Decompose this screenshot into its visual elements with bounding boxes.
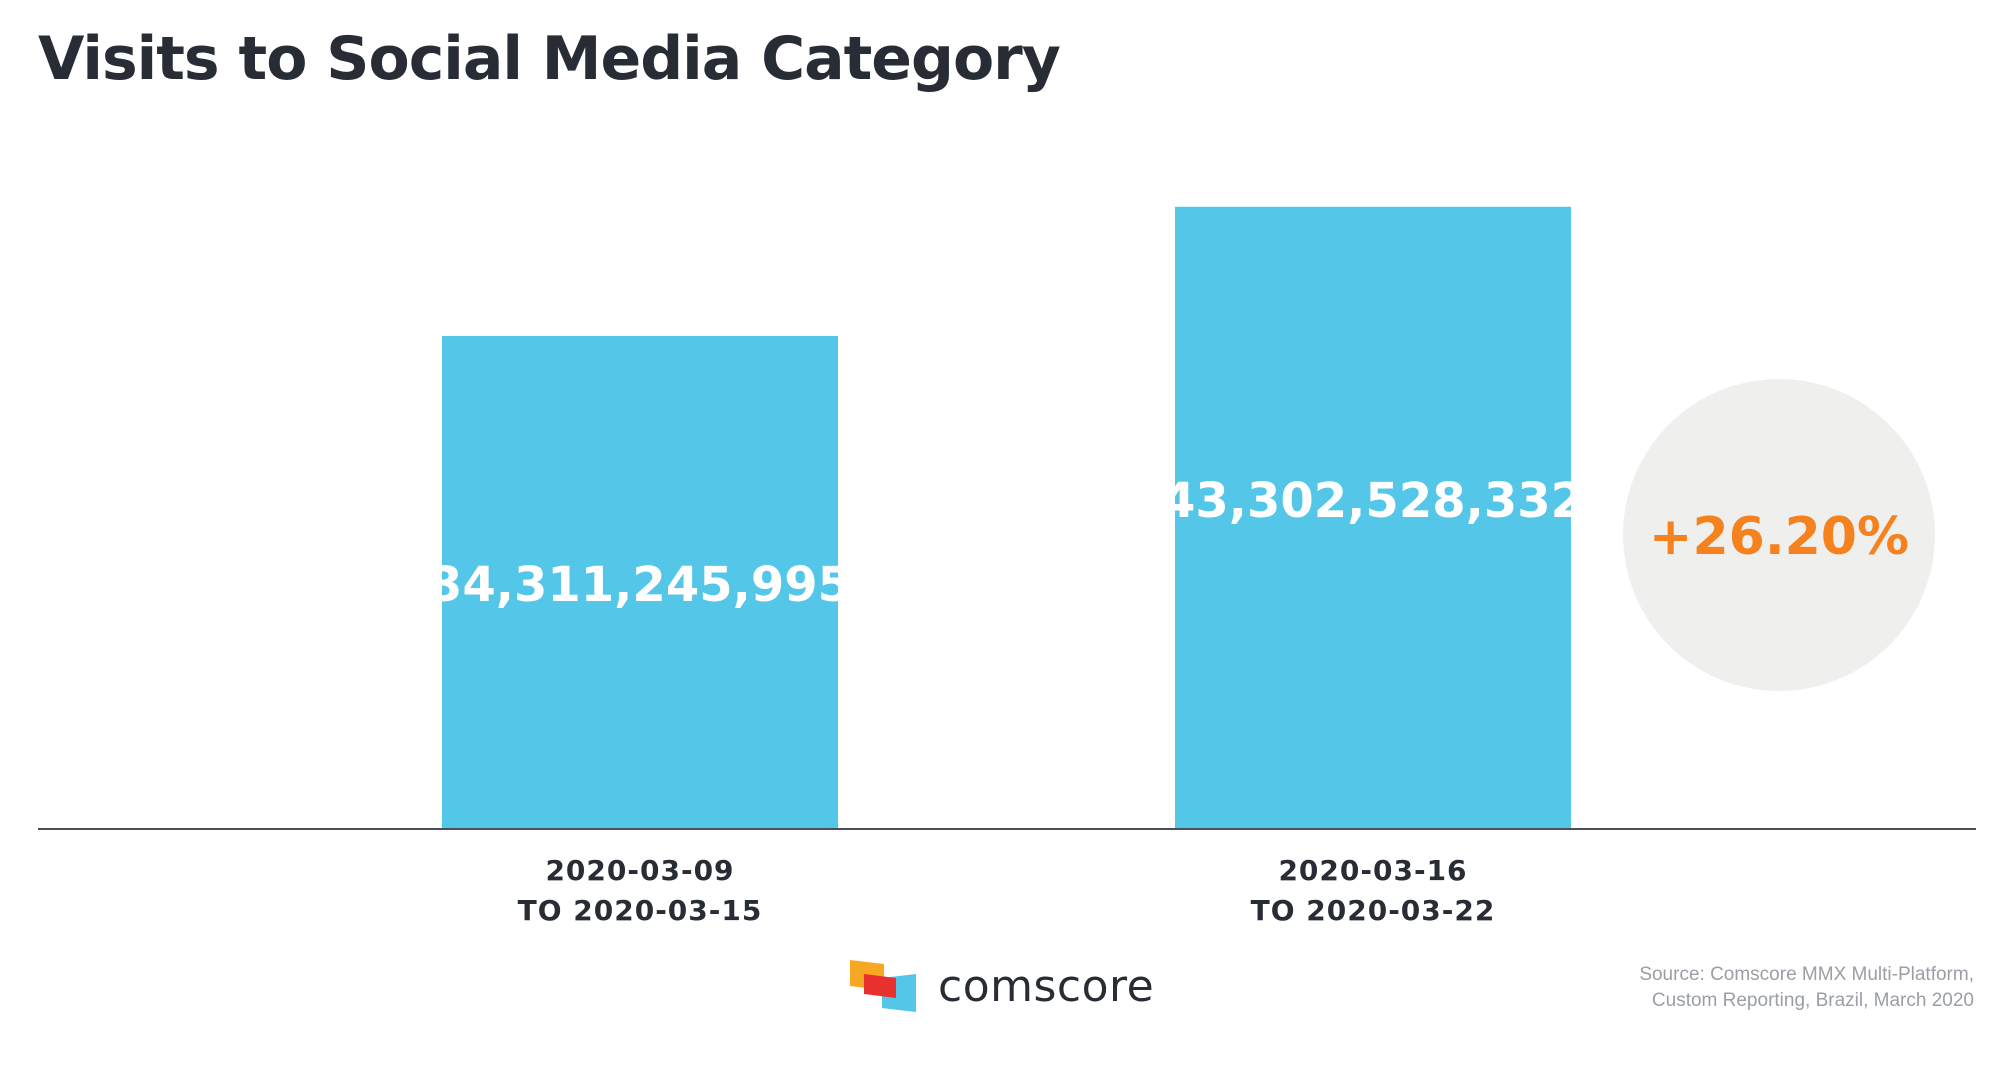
category-label-2-line-1: 2020-03-16 [1278,854,1467,887]
comscore-logo: comscore [850,958,1154,1014]
bar-1 [442,335,838,829]
change-badge-label: +26.20% [1649,507,1909,567]
bar-2 [1175,206,1571,830]
logo-text: comscore [938,960,1155,1012]
source-note: Source: Comscore MMX Multi-Platform, Cus… [1639,962,1974,1014]
change-badge [1623,379,1935,691]
chart-title: Visits to Social Media Category [38,24,1061,94]
category-label-2-line-2: TO 2020-03-22 [1251,894,1496,927]
source-line-1: Source: Comscore MMX Multi-Platform, [1639,964,1974,985]
category-label-1-line-2: TO 2020-03-15 [518,894,763,927]
category-label-1-line-1: 2020-03-09 [545,854,734,887]
source-line-2: Custom Reporting, Brazil, March 2020 [1651,990,1974,1011]
comscore-logo-icon [850,960,916,1012]
bar-value-label-2: 43,302,528,332 [1162,473,1584,529]
bar-value-label-1: 34,311,245,995 [429,557,851,613]
